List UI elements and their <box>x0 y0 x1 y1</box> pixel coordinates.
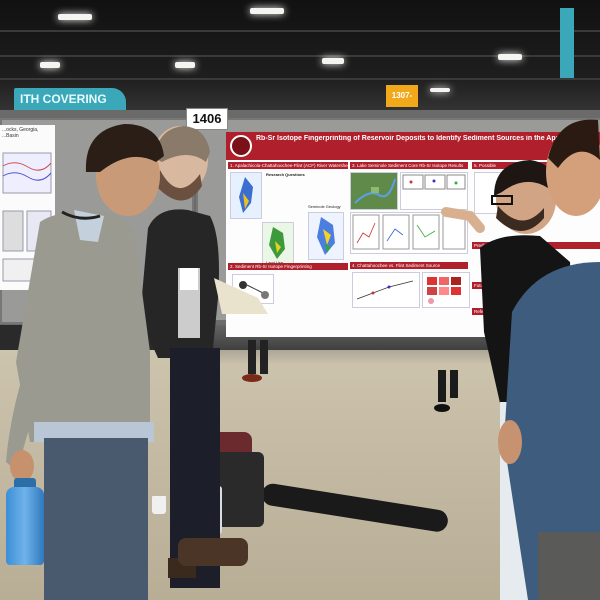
poster-section-header: 1. Apalachicola-Chattahoochee-Flint (ACF… <box>228 162 348 169</box>
ceiling-light <box>322 58 344 64</box>
ceiling-truss <box>0 78 600 80</box>
ceiling-light <box>175 62 195 68</box>
heatmap-figure <box>422 272 470 308</box>
poster-title: Rb-Sr Isotope Fingerprinting of Reservoi… <box>256 135 596 142</box>
board-number-label: 1406 <box>186 108 228 130</box>
ceiling-light <box>40 62 60 68</box>
neighbor-poster-title: ...ocks, Georgia, ...Basin <box>2 127 39 139</box>
ceiling-truss <box>0 55 600 57</box>
ceiling-light <box>430 88 450 92</box>
ceiling-light <box>250 8 284 14</box>
isotope-results-plots <box>400 172 468 210</box>
blue-water-bottle <box>6 487 44 565</box>
poster-note: Seminole Geology <box>308 204 341 209</box>
hall-banner-right <box>560 8 574 78</box>
ceiling-light <box>498 54 522 60</box>
watershed-map-figure <box>230 172 262 219</box>
university-seal-icon <box>230 135 252 157</box>
background-person-legs <box>434 370 458 412</box>
seminole-geology-figure <box>308 212 344 260</box>
poster-section-header: 3. Lake Seminole Sediment Core Rb-Sr Iso… <box>350 162 468 169</box>
poster-title-bar <box>226 132 600 160</box>
sediment-core-plots <box>350 212 468 254</box>
poster-section-header: 4. Chattahoochee vs. Flint Sediment Sour… <box>350 262 468 269</box>
satellite-map-figure <box>350 172 398 210</box>
ceiling-truss <box>0 30 600 32</box>
geology-map-figure <box>262 222 294 264</box>
hall-banner: ITH COVERING <box>14 88 126 110</box>
person-gray-sweater <box>6 124 164 600</box>
source-comparison-plot <box>352 272 420 308</box>
person-blue-sweater <box>498 119 600 600</box>
paper-cup <box>152 496 166 514</box>
background-person-legs <box>242 340 268 382</box>
booth-range-sign: 1307-1322 <box>386 85 418 122</box>
poster-section-header: 2. Sediment Rb-Sr Isotope Fingerprinting <box>228 263 348 270</box>
ceiling-light <box>58 14 92 20</box>
person-dark-jacket <box>140 126 268 588</box>
poster-subheading: Research Questions <box>266 172 305 177</box>
poster-note: Land Use <box>266 260 283 265</box>
